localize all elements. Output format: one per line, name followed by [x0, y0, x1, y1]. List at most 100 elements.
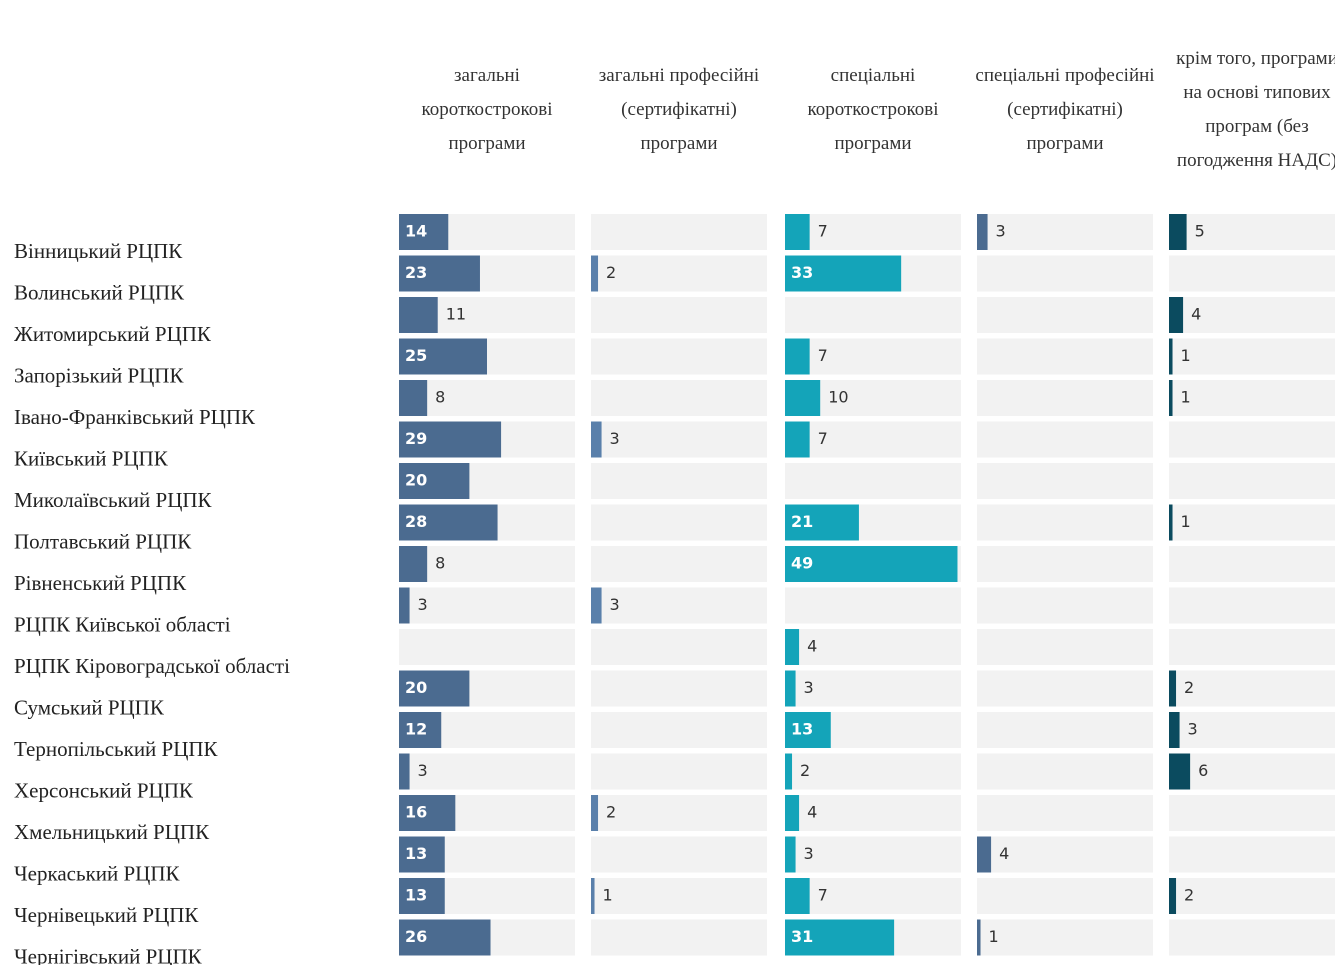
track [591, 338, 767, 375]
bar [1169, 338, 1173, 375]
value-label: 14 [405, 222, 427, 241]
bar [399, 587, 410, 624]
track [977, 670, 1153, 707]
track [1169, 338, 1335, 375]
track [785, 753, 961, 790]
track [977, 629, 1153, 665]
value-label: 8 [435, 554, 445, 573]
bar [399, 753, 410, 790]
value-label: 1 [1181, 512, 1191, 531]
category-label: Рівненський РЦПК [14, 571, 187, 595]
bar [785, 629, 800, 665]
value-label: 8 [435, 388, 445, 407]
value-label: 1 [603, 886, 613, 905]
bar [785, 878, 810, 914]
track [591, 878, 767, 914]
value-label: 3 [804, 678, 814, 697]
bar [591, 878, 595, 914]
track [591, 629, 767, 665]
category-label: Полтавський РЦПК [14, 529, 192, 553]
value-label: 21 [791, 512, 813, 531]
bar [785, 546, 958, 582]
track [977, 255, 1153, 292]
track [591, 919, 767, 956]
value-label: 3 [804, 844, 814, 863]
bar [785, 836, 796, 873]
track [1169, 670, 1335, 707]
track [977, 587, 1153, 624]
bar [1169, 504, 1173, 541]
value-label: 29 [405, 429, 427, 448]
bar [785, 919, 895, 956]
value-label: 6 [1198, 761, 1208, 780]
track [1169, 380, 1335, 416]
value-label: 3 [1188, 720, 1198, 739]
column-header: крім того, програми на основі типових пр… [1176, 48, 1335, 171]
value-label: 2 [606, 803, 616, 822]
category-label: Вінницький РЦПК [14, 239, 183, 263]
value-label: 7 [818, 346, 828, 365]
value-label: 4 [1191, 305, 1201, 324]
category-label: Хмельницький РЦПК [14, 820, 210, 844]
column-header: спеціальні короткострокові програми [807, 65, 939, 154]
category-label: Волинський РЦПК [14, 280, 185, 304]
column-header: спеціальні професійні (сертифікатні) про… [975, 65, 1155, 154]
value-label: 49 [791, 554, 813, 573]
value-label: 11 [446, 305, 466, 324]
value-label: 7 [818, 222, 828, 241]
bar [1169, 380, 1173, 416]
bar [785, 255, 902, 292]
category-label: Житомирський РЦПК [14, 322, 212, 346]
value-label: 31 [791, 927, 813, 946]
value-label: 13 [405, 886, 427, 905]
track [591, 836, 767, 873]
bar [1169, 297, 1184, 333]
track [591, 214, 767, 250]
bar [399, 297, 438, 333]
track [785, 587, 961, 624]
bar [399, 546, 428, 582]
track [591, 670, 767, 707]
track [1169, 421, 1335, 458]
value-label: 3 [996, 222, 1006, 241]
value-label: 25 [405, 346, 427, 365]
bar [399, 712, 442, 748]
track [1169, 919, 1335, 956]
value-label: 1 [1181, 346, 1191, 365]
value-label: 2 [606, 263, 616, 282]
track [1169, 712, 1335, 748]
track [977, 795, 1153, 831]
track [977, 214, 1153, 250]
track [977, 878, 1153, 914]
category-label: РЦПК Київської області [14, 612, 231, 636]
category-label: РЦПК Кіровоградської області [14, 654, 290, 678]
bar [977, 214, 988, 250]
bar [785, 338, 810, 375]
bar [1169, 753, 1191, 790]
bar [785, 712, 831, 748]
value-label: 2 [1184, 886, 1194, 905]
value-label: 4 [999, 844, 1009, 863]
track [1169, 463, 1335, 499]
track [591, 546, 767, 582]
bar [785, 670, 796, 707]
track [591, 504, 767, 541]
track [977, 836, 1153, 873]
bar [399, 670, 470, 707]
value-label: 26 [405, 927, 427, 946]
bar [591, 255, 599, 292]
bar [977, 836, 992, 873]
value-label: 33 [791, 263, 813, 282]
value-label: 1 [1181, 388, 1191, 407]
value-label: 20 [405, 678, 427, 697]
track [1169, 795, 1335, 831]
track [399, 546, 575, 582]
track [1169, 255, 1335, 292]
value-label: 3 [610, 595, 620, 614]
bar [591, 587, 602, 624]
category-label: Херсонський РЦПК [14, 778, 194, 802]
track [591, 297, 767, 333]
track [591, 753, 767, 790]
bar [785, 214, 810, 250]
